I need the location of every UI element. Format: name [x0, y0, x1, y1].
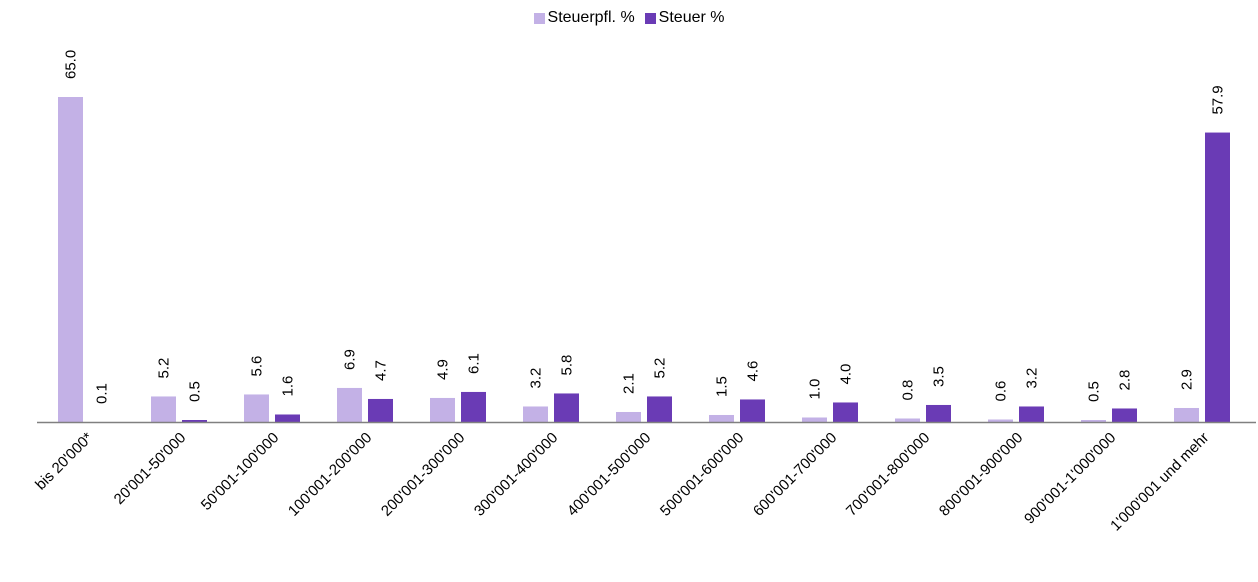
bar-steuerpfl-12	[1174, 407, 1199, 423]
data-label-steuerpfl-6: 2.1	[621, 373, 638, 394]
x-tick-label-2: 50'001-100'000	[198, 429, 282, 513]
x-tick-label-4: 200'001-300'000	[378, 429, 468, 519]
x-tick-label-7: 500'001-600'000	[657, 429, 747, 519]
bar-steuerpfl-6	[616, 411, 641, 423]
x-tick-label-0: bis 20'000*	[32, 429, 96, 493]
legend-label-series-1: Steuerpfl. %	[547, 9, 635, 26]
data-label-steuerpfl-0: 65.0	[63, 50, 80, 79]
legend-swatch-series-1	[533, 12, 545, 24]
bar-steuerpfl-1	[151, 396, 176, 423]
bar-steuer-9	[926, 404, 951, 423]
bar-steuerpfl-10	[988, 419, 1013, 423]
bar-steuerpfl-9	[895, 418, 920, 423]
bar-steuerpfl-5	[523, 406, 548, 423]
data-label-steuer-12: 57.9	[1210, 85, 1227, 114]
data-label-steuerpfl-10: 0.6	[993, 381, 1010, 402]
legend: Steuerpfl. % Steuer %	[0, 9, 1258, 27]
bar-steuerpfl-3	[337, 387, 362, 423]
bar-steuer-2	[275, 414, 300, 423]
data-label-steuer-9: 3.5	[931, 366, 948, 387]
bar-steuerpfl-11	[1081, 420, 1106, 423]
bar-steuerpfl-8	[802, 417, 827, 423]
x-tick-label-3: 100'001-200'000	[285, 429, 375, 519]
data-label-steuerpfl-4: 4.9	[435, 359, 452, 380]
bar-steuer-3	[368, 398, 393, 423]
x-tick-label-10: 800'001-900'000	[936, 429, 1026, 519]
data-label-steuerpfl-7: 1.5	[714, 376, 731, 397]
x-tick-label-8: 600'001-700'000	[750, 429, 840, 519]
legend-swatch-series-2	[644, 12, 656, 24]
bar-steuer-8	[833, 402, 858, 423]
bar-steuer-12	[1205, 132, 1230, 423]
x-tick-label-12: 1'000'001 und mehr	[1107, 429, 1212, 534]
x-tick-label-5: 300'001-400'000	[471, 429, 561, 519]
data-label-steuerpfl-8: 1.0	[807, 379, 824, 400]
data-label-steuer-7: 4.6	[745, 361, 762, 382]
data-label-steuerpfl-11: 0.5	[1086, 381, 1103, 402]
bar-steuer-4	[461, 391, 486, 423]
data-label-steuer-0: 0.1	[94, 383, 111, 404]
legend-item-series-1: Steuerpfl. %	[533, 9, 635, 27]
data-label-steuerpfl-5: 3.2	[528, 368, 545, 389]
data-label-steuerpfl-1: 5.2	[156, 358, 173, 379]
bar-steuerpfl-2	[244, 394, 269, 423]
data-label-steuerpfl-12: 2.9	[1179, 369, 1196, 390]
bar-steuer-5	[554, 393, 579, 423]
x-tick-label-1: 20'001-50'000	[111, 429, 190, 508]
data-label-steuerpfl-2: 5.6	[249, 356, 266, 377]
data-label-steuerpfl-3: 6.9	[342, 349, 359, 370]
data-label-steuer-5: 5.8	[559, 355, 576, 376]
legend-label-series-2: Steuer %	[658, 9, 725, 26]
x-tick-label-9: 700'001-800'000	[843, 429, 933, 519]
bar-steuer-6	[647, 396, 672, 423]
data-label-steuer-2: 1.6	[280, 376, 297, 397]
data-label-steuer-1: 0.5	[187, 381, 204, 402]
data-label-steuer-8: 4.0	[838, 364, 855, 385]
bar-steuer-1	[182, 420, 207, 423]
x-tick-label-11: 900'001-1'000'000	[1021, 429, 1119, 527]
legend-item-series-2: Steuer %	[644, 9, 725, 27]
data-label-steuer-11: 2.8	[1117, 370, 1134, 391]
bar-steuerpfl-0	[58, 97, 83, 423]
bar-steuer-10	[1019, 406, 1044, 423]
data-label-steuer-6: 5.2	[652, 358, 669, 379]
x-tick-label-6: 400'001-500'000	[564, 429, 654, 519]
data-label-steuer-3: 4.7	[373, 360, 390, 381]
data-label-steuer-4: 6.1	[466, 353, 483, 374]
bar-steuer-11	[1112, 408, 1137, 423]
data-label-steuerpfl-9: 0.8	[900, 380, 917, 401]
bar-steuerpfl-4	[430, 397, 455, 423]
data-label-steuer-10: 3.2	[1024, 368, 1041, 389]
bar-steuerpfl-7	[709, 414, 734, 423]
bar-steuer-7	[740, 399, 765, 423]
